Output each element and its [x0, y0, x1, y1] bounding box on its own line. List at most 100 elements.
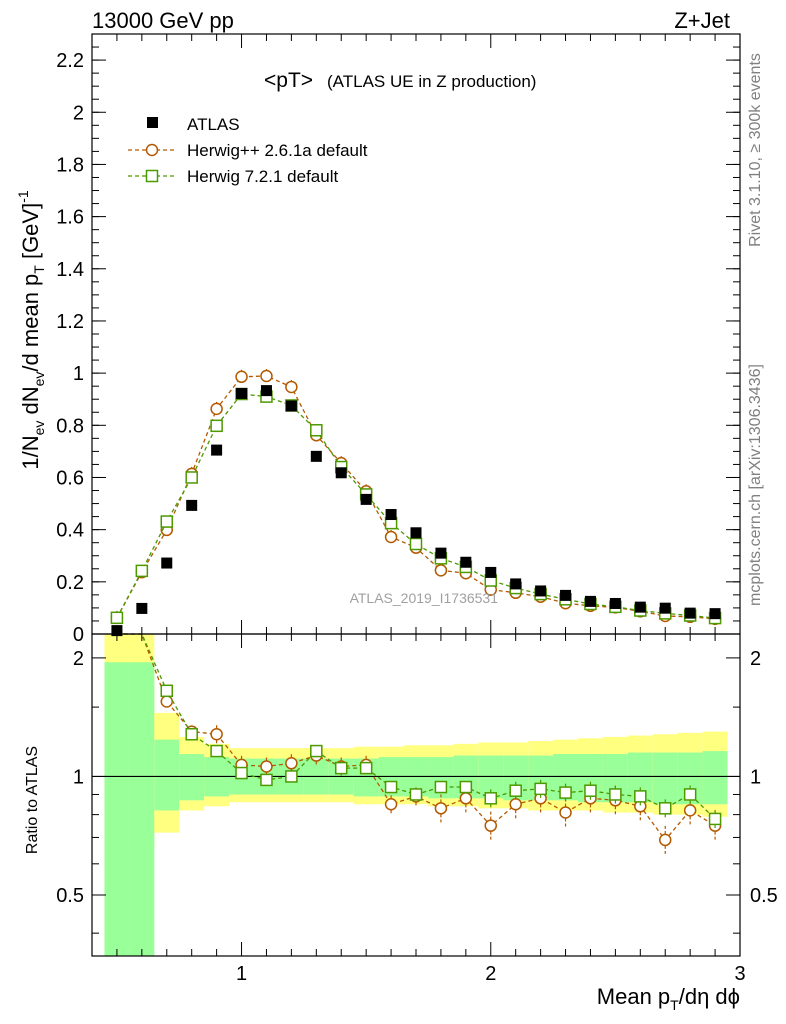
herwig7-point	[210, 419, 223, 433]
ratio-band-green	[129, 662, 155, 956]
y-axis-label: 1/Nev dNev/d mean pT [GeV]-1	[15, 190, 47, 470]
ratio-herwig7-point	[434, 780, 448, 794]
ratio-herwig7-point	[609, 788, 622, 801]
atlas-point	[285, 400, 297, 412]
plot-title: <pT>	[264, 69, 313, 92]
y-tick-label: 0.2	[56, 572, 84, 594]
x-axis-label: Mean pT/dη dϕ	[597, 984, 740, 1013]
ratio-herwigpp-point	[559, 806, 572, 819]
ratio-herwigpp-point	[384, 797, 398, 811]
legend-herwigpp-marker	[145, 143, 159, 157]
ratio-herwig7-point	[584, 784, 597, 797]
ratio-tick-label: 0.5	[56, 885, 84, 907]
atlas-point	[435, 547, 447, 559]
ratio-band-green	[702, 751, 728, 805]
ratio-tick-label-right: 2	[750, 648, 761, 670]
legend-herwig7-marker	[145, 169, 159, 183]
herwig7-point	[409, 537, 423, 551]
y-tick-label: 0.6	[56, 467, 84, 489]
atlas-point	[236, 387, 248, 399]
ratio-tick-label: 1	[73, 766, 84, 788]
herwig7-point	[110, 611, 124, 625]
ratio-herwigpp-point	[459, 792, 473, 805]
atlas-point	[410, 527, 422, 539]
ratio-herwigpp-point	[509, 797, 522, 811]
atlas-point	[335, 467, 347, 479]
ratio-herwig7-point	[334, 761, 348, 775]
atlas-point	[609, 597, 621, 609]
atlas-point	[186, 499, 198, 511]
ratio-herwig7-point	[359, 761, 373, 775]
herwigpp-point	[260, 369, 273, 383]
y-tick-label: 0.8	[56, 415, 84, 437]
ratio-herwig7-point	[459, 780, 473, 794]
ratio-herwig7-point	[634, 790, 647, 803]
ratio-herwig7-point	[235, 766, 248, 780]
atlas-point	[260, 385, 272, 397]
herwigpp-point	[210, 402, 223, 416]
ratio-herwig7-point	[310, 744, 323, 758]
ratio-band-green	[104, 662, 130, 956]
ratio-herwigpp-point	[484, 819, 498, 832]
atlas-point	[560, 589, 572, 601]
main-series	[110, 369, 722, 637]
atlas-point	[659, 602, 671, 614]
atlas-point	[360, 493, 372, 505]
herwigpp-point	[434, 564, 448, 577]
legend-atlas-marker	[147, 117, 158, 128]
ratio-herwig7-point	[160, 684, 174, 698]
y-tick-label: 2	[73, 102, 84, 124]
atlas-point	[310, 450, 322, 462]
herwigpp-point	[384, 530, 398, 544]
ratio-herwigpp-point	[434, 802, 448, 815]
header-left: 13000 GeV pp	[92, 8, 234, 33]
ratio-herwig7-point	[409, 788, 423, 801]
y-tick-label: 1.2	[56, 311, 84, 333]
svg-text:Mean pT/dη dϕ: Mean pT/dη dϕ	[597, 984, 740, 1013]
herwig7-point	[310, 424, 323, 437]
y-tick-label: 2.2	[56, 50, 84, 72]
ratio-herwigpp-point	[683, 804, 697, 817]
y-tick-label: 0.4	[56, 520, 84, 542]
ratio-herwigpp-point	[658, 833, 672, 847]
ratio-herwig7-point	[185, 727, 198, 741]
ratio-band-green	[652, 752, 678, 805]
legend-herwig7-label: Herwig 7.2.1 default	[187, 167, 338, 186]
ratio-series	[116, 633, 722, 854]
ratio-herwig7-point	[708, 812, 722, 826]
atlas-point	[510, 578, 522, 590]
ratio-tick-label: 2	[73, 648, 84, 670]
herwigpp-line	[116, 375, 716, 620]
atlas-point	[161, 557, 173, 569]
analysis-watermark: ATLAS_2019_I1736531	[350, 590, 499, 606]
atlas-point	[485, 566, 497, 578]
ratio-herwig7-point	[484, 792, 498, 805]
ratio-band-green	[179, 754, 205, 801]
atlas-point	[460, 556, 472, 568]
herwigpp-point	[235, 370, 248, 384]
atlas-point	[385, 509, 397, 521]
legend-herwigpp-label: Herwig++ 2.6.1a default	[187, 141, 368, 160]
ratio-herwigpp-point	[285, 757, 298, 770]
x-tick-label: 2	[485, 963, 496, 985]
ratio-herwig7-point	[210, 744, 223, 758]
y-tick-label: 1.4	[56, 259, 84, 281]
ratio-tick-label-right: 1	[750, 766, 761, 788]
atlas-point	[584, 595, 596, 607]
ratio-herwig7-point	[658, 802, 672, 815]
atlas-point	[709, 608, 721, 620]
ratio-herwig7-point	[559, 786, 572, 799]
ratio-herwig7-point	[260, 773, 273, 787]
herwigpp-point	[285, 380, 298, 394]
herwig7-point	[135, 564, 149, 578]
ratio-herwigpp-point	[260, 760, 273, 773]
ratio-bands	[92, 634, 740, 956]
herwig7-point	[160, 515, 174, 528]
plot-subtitle: (ATLAS UE in Z production)	[327, 72, 536, 91]
ratio-herwig7-point	[509, 784, 522, 797]
herwig7-line	[116, 393, 716, 619]
ratio-herwig7-point	[285, 770, 298, 783]
atlas-point	[211, 444, 223, 456]
legend-atlas-label: ATLAS	[187, 115, 240, 134]
